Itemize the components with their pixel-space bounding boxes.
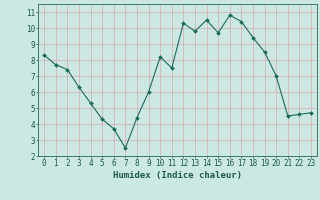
X-axis label: Humidex (Indice chaleur): Humidex (Indice chaleur): [113, 171, 242, 180]
